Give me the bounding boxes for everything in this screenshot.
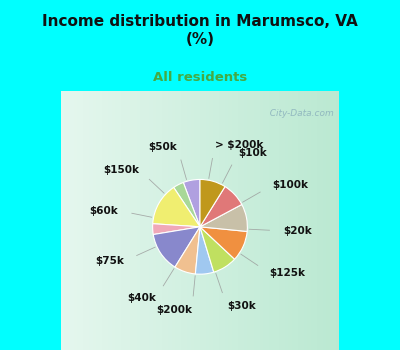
Wedge shape: [200, 180, 225, 227]
Text: City-Data.com: City-Data.com: [264, 109, 334, 118]
Text: $150k: $150k: [103, 165, 139, 175]
Text: $60k: $60k: [90, 205, 118, 216]
Wedge shape: [200, 227, 247, 259]
Wedge shape: [153, 227, 200, 267]
Text: $20k: $20k: [283, 226, 312, 236]
Wedge shape: [200, 227, 234, 272]
Text: Income distribution in Marumsco, VA
(%): Income distribution in Marumsco, VA (%): [42, 14, 358, 47]
Text: $125k: $125k: [269, 268, 305, 278]
Text: All residents: All residents: [153, 71, 247, 84]
Text: $50k: $50k: [148, 142, 177, 152]
Text: $200k: $200k: [156, 305, 192, 315]
Wedge shape: [175, 227, 200, 274]
Text: $100k: $100k: [272, 180, 308, 190]
Wedge shape: [183, 180, 200, 227]
Wedge shape: [153, 187, 200, 227]
Wedge shape: [195, 227, 214, 274]
Wedge shape: [200, 204, 247, 231]
Text: $10k: $10k: [238, 148, 267, 158]
Text: $30k: $30k: [227, 301, 256, 311]
Text: $75k: $75k: [95, 256, 124, 266]
Wedge shape: [174, 182, 200, 227]
Wedge shape: [200, 187, 242, 227]
Wedge shape: [153, 224, 200, 235]
Text: $40k: $40k: [127, 293, 156, 303]
Text: > $200k: > $200k: [215, 140, 263, 150]
